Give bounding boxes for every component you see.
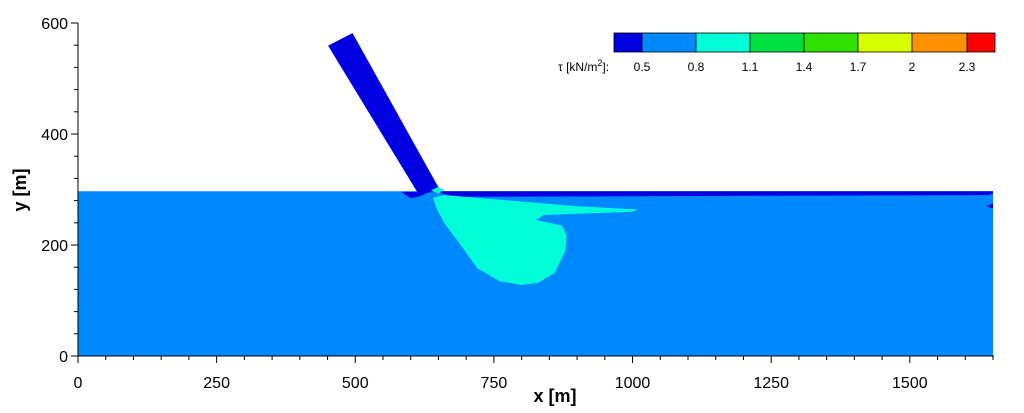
y-tick-label: 0 — [59, 349, 68, 366]
x-tick-label: 500 — [342, 375, 369, 392]
legend-swatch — [749, 32, 805, 53]
x-tick-label: 750 — [481, 375, 508, 392]
x-tick-label: 0 — [74, 375, 83, 392]
legend-swatch — [641, 32, 697, 53]
legend-level-label: 0.8 — [688, 60, 705, 74]
region-surface-strip — [441, 191, 993, 197]
y-axis: 0 200 400 600 — [41, 16, 78, 366]
plot-area — [78, 33, 993, 356]
x-axis-title: x [m] — [533, 386, 576, 406]
x-axis: 0 250 500 750 1000 1250 1500 — [74, 356, 994, 392]
region-channel-base-pool — [401, 191, 431, 199]
region-right-edge-notch — [986, 203, 993, 209]
region-inflow-channel — [328, 33, 442, 193]
legend-level-label: 2 — [909, 60, 916, 74]
legend-swatch — [966, 32, 996, 53]
x-tick-label: 250 — [203, 375, 230, 392]
legend-colorbar — [613, 32, 996, 53]
legend-level-label: 1.1 — [742, 60, 759, 74]
legend-level-label: 2.3 — [959, 60, 976, 74]
legend: τ [kN/m2]: 0.5 0.8 1.1 1.4 1.7 2 2.3 — [558, 32, 996, 74]
axes — [77, 23, 994, 357]
x-tick-label: 1000 — [615, 375, 651, 392]
x-tick-label: 1500 — [892, 375, 928, 392]
y-axis-title: y [m] — [10, 168, 30, 211]
legend-swatch — [911, 32, 968, 53]
legend-level-label: 0.5 — [634, 60, 651, 74]
legend-swatch — [803, 32, 859, 53]
legend-swatch — [613, 32, 643, 53]
y-tick-label: 200 — [41, 238, 68, 255]
legend-level-label: 1.7 — [850, 60, 867, 74]
legend-swatch — [857, 32, 913, 53]
y-tick-label: 400 — [41, 127, 68, 144]
legend-swatch — [695, 32, 751, 53]
legend-levels: 0.5 0.8 1.1 1.4 1.7 2 2.3 — [634, 60, 976, 74]
region-inlet-cyan-sliver — [430, 187, 444, 194]
legend-level-label: 1.4 — [796, 60, 813, 74]
x-tick-label: 1250 — [753, 375, 789, 392]
legend-title: τ [kN/m2]: — [558, 58, 609, 74]
region-shear-bulb — [432, 195, 639, 285]
y-tick-label: 600 — [41, 16, 68, 33]
